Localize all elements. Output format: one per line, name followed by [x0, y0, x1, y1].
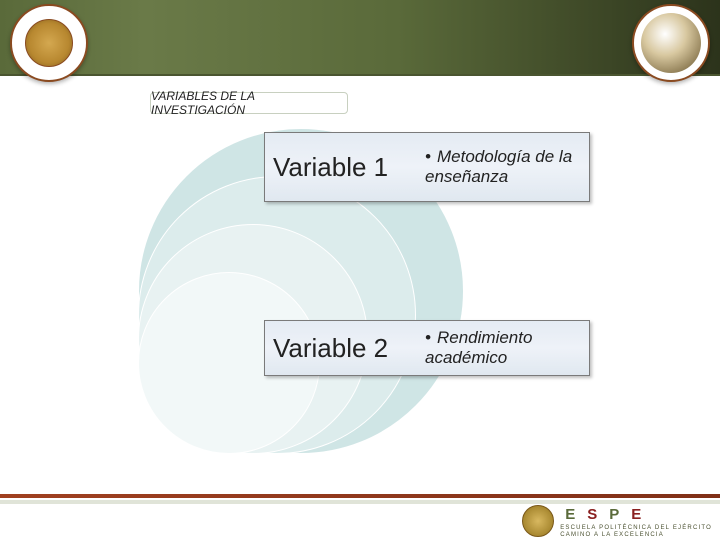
variable-1-bullet: •Metodología de la enseñanza	[425, 147, 589, 186]
footer-rule-1	[0, 494, 720, 498]
eagle-icon	[641, 13, 701, 73]
shield-icon	[25, 19, 73, 67]
footer-seal-icon	[522, 505, 554, 537]
variable-2-bullet: •Rendimiento académico	[425, 328, 589, 367]
espe-subtitle: ESCUELA POLITÉCNICA DEL EJÉRCITO	[560, 525, 712, 531]
variable-2-title: Variable 2	[265, 333, 425, 364]
espe-letters: E S P E	[560, 504, 712, 524]
espe-P: P	[604, 504, 624, 524]
variable-1-title: Variable 1	[265, 152, 425, 183]
variable-card-1: Variable 1 •Metodología de la enseñanza	[264, 132, 590, 202]
footer-logo: E S P E ESCUELA POLITÉCNICA DEL EJÉRCITO…	[522, 504, 712, 538]
emblem-left-seal	[10, 4, 88, 82]
variable-2-bullet-text: Rendimiento académico	[425, 328, 532, 367]
emblem-right-seal	[632, 4, 710, 82]
espe-E2: E	[626, 504, 646, 524]
espe-tagline: CAMINO A LA EXCELENCIA	[560, 532, 712, 538]
variable-1-bullet-text: Metodología de la enseñanza	[425, 147, 572, 186]
section-title: VARIABLES DE LA INVESTIGACIÓN	[150, 92, 348, 114]
header-bar	[0, 0, 720, 74]
footer-espe-block: E S P E ESCUELA POLITÉCNICA DEL EJÉRCITO…	[560, 504, 712, 538]
espe-S: S	[582, 504, 602, 524]
variable-card-2: Variable 2 •Rendimiento académico	[264, 320, 590, 376]
espe-E1: E	[560, 504, 580, 524]
